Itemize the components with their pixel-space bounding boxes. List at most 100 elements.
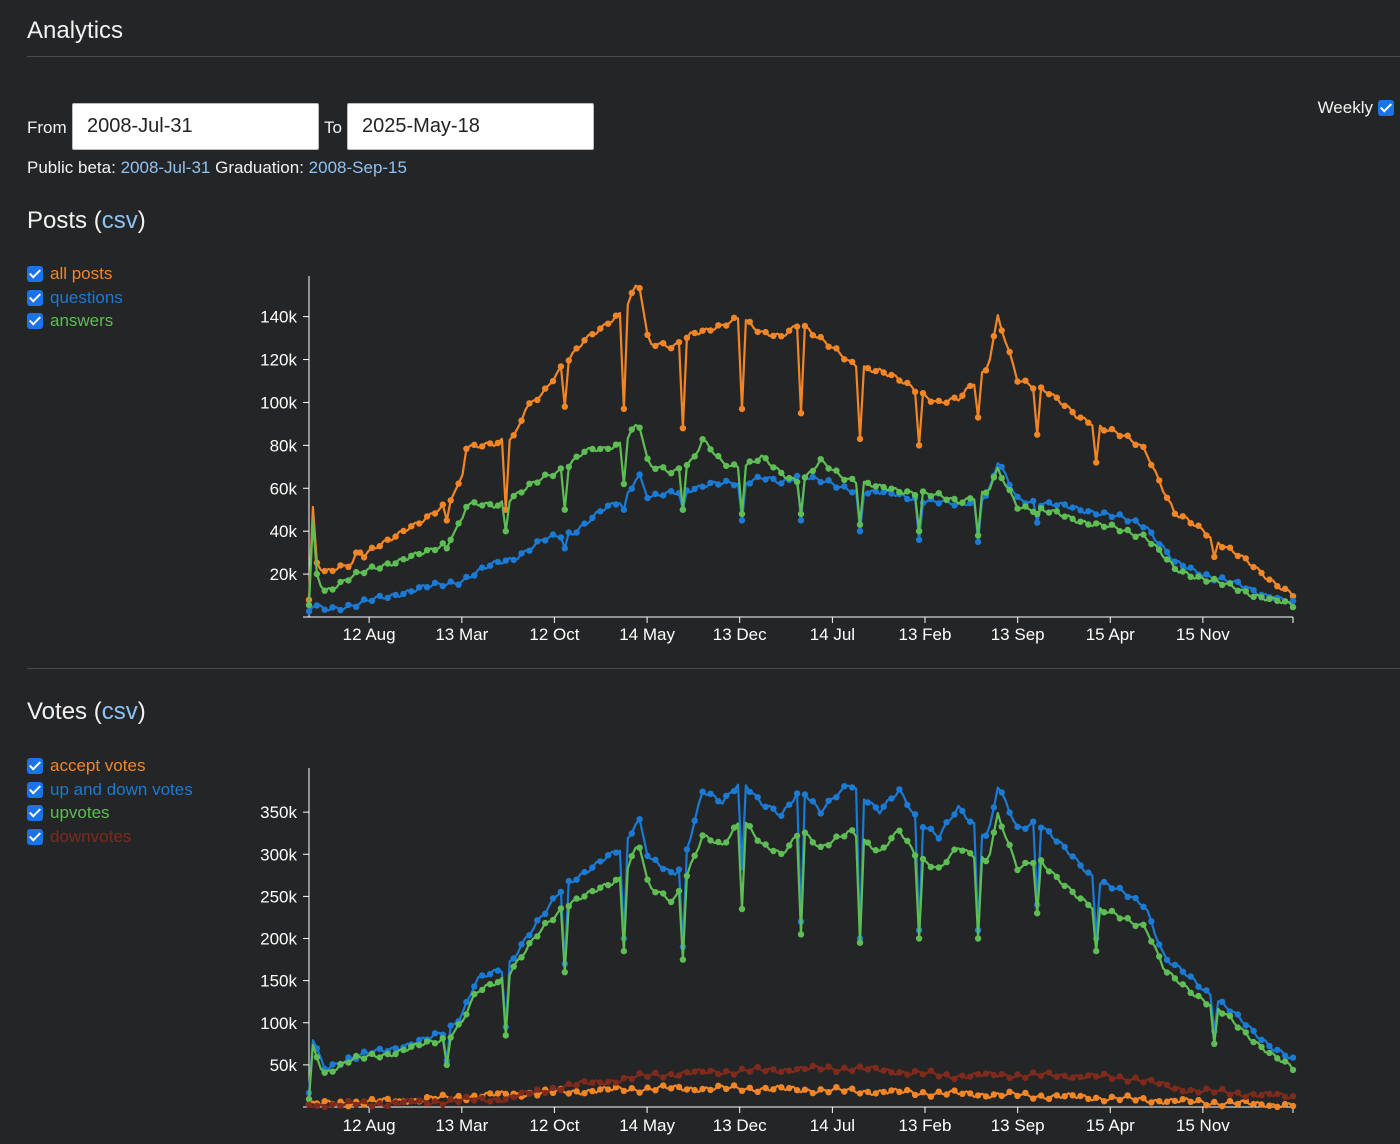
legend-item-accept-votes[interactable]: accept votes <box>27 754 193 778</box>
data-point <box>841 783 848 790</box>
graduation-date-link[interactable]: 2008-Sep-15 <box>308 158 407 177</box>
data-point <box>518 941 525 948</box>
data-point <box>762 803 769 810</box>
data-point <box>1034 431 1041 438</box>
data-point <box>1053 1092 1061 1099</box>
data-point <box>1045 499 1053 506</box>
data-point <box>447 1034 454 1041</box>
data-point <box>620 506 628 513</box>
data-point <box>1203 1085 1210 1092</box>
legend-checkbox-upvotes[interactable] <box>27 805 43 822</box>
data-point <box>1045 828 1053 835</box>
data-point <box>1030 385 1037 392</box>
data-point <box>534 933 541 940</box>
data-point <box>1006 348 1013 356</box>
data-point <box>1108 425 1116 433</box>
data-point <box>1163 1098 1171 1105</box>
data-point <box>723 1085 730 1093</box>
data-point <box>683 872 691 880</box>
data-point <box>1077 1073 1084 1081</box>
data-point <box>510 955 517 962</box>
public-beta-date-link[interactable]: 2008-Jul-31 <box>120 158 211 177</box>
legend-checkbox-answers[interactable] <box>27 313 43 330</box>
data-point <box>368 563 376 570</box>
data-point <box>1014 1092 1021 1100</box>
data-point <box>604 502 612 509</box>
posts-x-tick-label: 15 Nov <box>1176 625 1230 644</box>
data-point <box>951 846 958 853</box>
data-point <box>337 1102 344 1110</box>
data-point <box>738 1087 746 1094</box>
data-point <box>1061 501 1068 508</box>
weekly-checkbox[interactable] <box>1378 100 1394 116</box>
data-point <box>1258 569 1265 577</box>
data-point <box>864 365 872 372</box>
data-point <box>856 528 864 535</box>
data-point <box>1124 1078 1131 1085</box>
data-point <box>715 798 722 805</box>
data-point <box>604 320 612 327</box>
posts-csv-link[interactable]: csv <box>101 207 138 234</box>
data-point <box>1171 975 1179 982</box>
data-point <box>935 500 942 507</box>
data-point <box>376 1054 383 1061</box>
data-point <box>439 1035 446 1042</box>
data-point <box>990 829 998 836</box>
data-point <box>447 578 454 585</box>
data-point <box>604 852 612 859</box>
data-point <box>565 1090 572 1097</box>
data-point <box>1250 593 1257 600</box>
data-point <box>1163 969 1171 976</box>
data-point <box>1203 1001 1210 1008</box>
data-point <box>652 465 659 472</box>
weekly-toggle[interactable]: Weekly <box>1318 98 1394 118</box>
legend-item-downvotes[interactable]: downvotes <box>27 825 193 849</box>
data-point <box>1061 1093 1068 1100</box>
to-date-input[interactable] <box>347 103 594 150</box>
from-date-input[interactable] <box>72 103 319 150</box>
data-point <box>1037 1092 1045 1099</box>
data-point <box>935 864 942 871</box>
legend-item-questions[interactable]: questions <box>27 286 123 310</box>
data-point <box>1281 1058 1289 1065</box>
data-point <box>1108 885 1116 892</box>
legend-item-up-and-down-votes[interactable]: up and down votes <box>27 778 193 802</box>
legend-checkbox-accept-votes[interactable] <box>27 757 43 774</box>
data-point <box>762 1067 769 1075</box>
data-point <box>974 414 982 421</box>
legend-item-answers[interactable]: answers <box>27 309 123 333</box>
data-point <box>856 1063 864 1070</box>
data-point <box>604 445 612 452</box>
data-point <box>691 485 698 493</box>
data-point <box>557 905 565 912</box>
data-point <box>353 1052 360 1060</box>
legend-item-upvotes[interactable]: upvotes <box>27 801 193 825</box>
data-point <box>904 488 911 495</box>
votes-csv-link[interactable]: csv <box>101 698 138 725</box>
data-point <box>660 890 667 897</box>
data-point <box>817 1086 824 1093</box>
data-point <box>660 865 667 873</box>
data-point <box>1187 989 1194 996</box>
data-point <box>1116 1096 1124 1104</box>
data-point <box>1022 503 1029 510</box>
data-point <box>675 465 683 472</box>
data-point <box>1124 526 1131 534</box>
legend-checkbox-downvotes[interactable] <box>27 828 43 845</box>
data-point <box>880 1067 887 1074</box>
data-point <box>904 837 911 845</box>
data-point <box>1226 1097 1234 1105</box>
data-point <box>864 799 872 806</box>
legend-checkbox-questions[interactable] <box>27 289 43 306</box>
legend-item-all-posts[interactable]: all posts <box>27 262 123 286</box>
data-point <box>856 1090 864 1097</box>
data-point <box>321 587 328 594</box>
data-point <box>1179 513 1187 520</box>
data-point <box>1100 878 1108 886</box>
legend-checkbox-up-and-down-votes[interactable] <box>27 781 43 798</box>
legend-checkbox-all-posts[interactable] <box>27 265 43 282</box>
data-point <box>880 488 887 496</box>
data-point <box>400 556 407 563</box>
data-point <box>856 521 864 528</box>
data-point <box>1250 1027 1257 1035</box>
